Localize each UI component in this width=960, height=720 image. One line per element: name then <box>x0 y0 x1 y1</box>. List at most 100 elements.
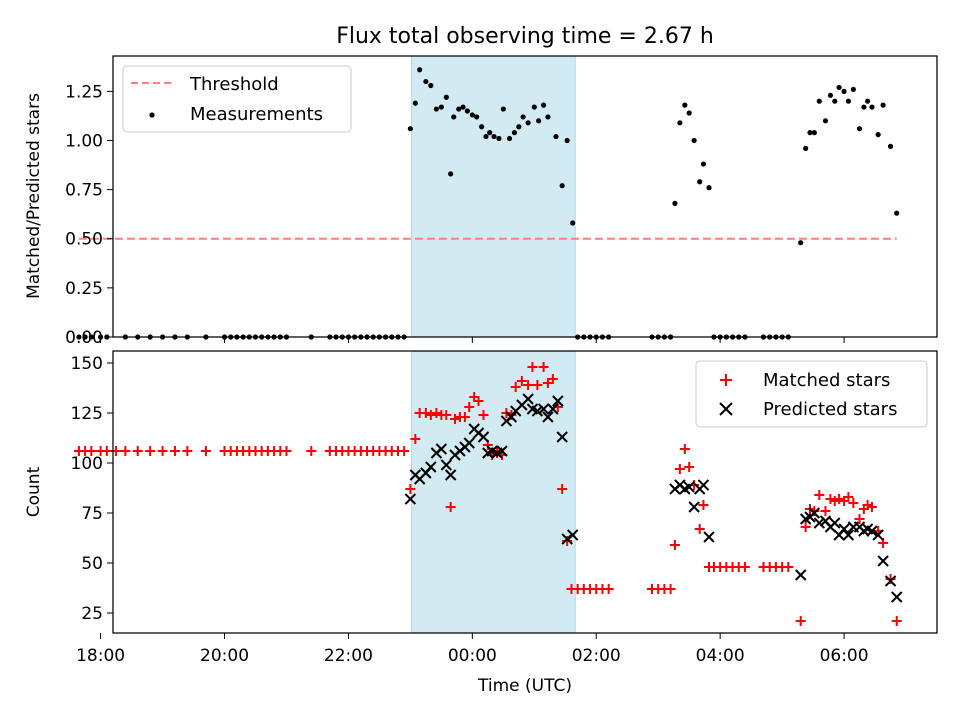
matched-stars-point <box>449 414 460 424</box>
matched-stars-point <box>431 408 442 418</box>
top-y-axis-label: Matched/Predicted stars <box>24 93 44 299</box>
matched-stars-point <box>464 402 475 412</box>
matched-stars-point <box>200 446 211 456</box>
measurements-point <box>894 210 900 216</box>
matched-stars-point <box>399 446 410 456</box>
predicted-stars-point <box>463 437 475 449</box>
predicted-stars-point <box>522 393 534 405</box>
y-tick-label: 0.50 <box>65 230 103 250</box>
matched-stars-point <box>86 446 97 456</box>
measurements-point <box>540 102 547 108</box>
matched-stars-point <box>441 410 452 420</box>
measurements-point <box>76 334 82 340</box>
measurements-point <box>672 200 678 206</box>
predicted-stars-point <box>537 403 550 415</box>
predicted-stars-point <box>404 493 417 505</box>
matched-stars-point <box>145 446 156 456</box>
measurements-point <box>811 130 817 136</box>
matched-stars-point <box>603 584 614 594</box>
predicted-stars-point <box>435 443 448 455</box>
measurements-point <box>875 132 881 138</box>
measurements-point <box>491 133 497 140</box>
predicted-stars-point <box>531 405 544 417</box>
legend-matched-label: Matched stars <box>763 370 890 391</box>
predicted-stars-point <box>697 479 710 491</box>
predicted-stars-point <box>496 445 508 457</box>
y-tick-label: 0.25 <box>65 279 103 299</box>
measurements-point <box>479 124 485 130</box>
predicted-stars-point <box>829 517 841 529</box>
measurements-point <box>686 110 692 116</box>
measurements-point <box>861 104 867 110</box>
predicted-stars-point <box>552 395 564 407</box>
measurements-point <box>856 126 863 132</box>
matched-stars-point <box>281 446 292 456</box>
measurements-point <box>816 98 822 104</box>
matched-stars-point <box>854 514 865 524</box>
matched-stars-point <box>547 374 558 384</box>
measurements-point <box>706 185 712 191</box>
matched-stars-point <box>694 524 705 534</box>
legend-measurements-label: Measurements <box>190 104 323 125</box>
matched-stars-point <box>405 484 416 494</box>
y-tick-label: 25 <box>81 604 103 624</box>
measurements-point <box>487 130 493 136</box>
matched-stars-point <box>527 362 538 372</box>
matched-stars-point <box>473 396 484 406</box>
matched-stars-point <box>862 500 873 510</box>
matched-stars-point <box>410 434 421 444</box>
measurements-point <box>464 108 470 114</box>
y-tick-label: 0.00 <box>65 328 103 348</box>
measurements-point <box>451 114 457 120</box>
matched-stars-point <box>829 496 840 506</box>
matched-stars-point <box>820 506 831 516</box>
measurements-point <box>682 102 688 108</box>
predicted-stars-point <box>866 525 878 537</box>
predicted-stars-point <box>877 555 889 567</box>
x-tick-label: 22:00 <box>324 646 373 666</box>
matched-stars-point <box>516 376 527 386</box>
measurements-point <box>798 240 804 246</box>
predicted-stars-point <box>561 533 573 545</box>
top-legend: Threshold Measurements <box>122 65 352 133</box>
matched-stars-point <box>420 408 431 418</box>
matched-stars-point <box>825 494 836 504</box>
predicted-stars-point <box>813 517 825 529</box>
matched-stars-point <box>739 562 750 572</box>
matched-stars-point <box>425 410 436 420</box>
observing-interval-shade <box>411 350 576 634</box>
measurements-point <box>423 78 429 85</box>
predicted-stars-point <box>794 569 807 581</box>
measurements-point <box>88 334 94 340</box>
predicted-stars-point <box>808 507 821 519</box>
measurements-point <box>822 118 829 124</box>
predicted-stars-point <box>683 481 695 493</box>
predicted-stars-point <box>838 523 850 535</box>
matched-stars-point <box>459 412 470 422</box>
measurements-point <box>677 120 683 126</box>
measurements-point <box>880 102 886 108</box>
y-tick-label: 100 <box>71 454 103 474</box>
y-tick-label: 1.00 <box>65 131 103 151</box>
matched-stars-point <box>669 540 680 550</box>
measurements-point <box>474 114 480 120</box>
measurements-point <box>525 120 531 126</box>
measurements-point <box>469 112 475 118</box>
x-tick-label: 00:00 <box>448 646 497 666</box>
measurements-point <box>520 114 526 120</box>
matched-stars-point <box>538 362 549 372</box>
matched-stars-point <box>523 380 534 390</box>
top-panel: 0.00 0.25 0.50 0.75 1.00 1.25 Matched/Predict… <box>24 55 938 348</box>
y-tick-label: 150 <box>71 354 103 374</box>
measurements-point <box>531 104 537 110</box>
matched-stars-point <box>684 462 695 472</box>
bottom-y-axis-label: Count <box>24 466 44 517</box>
measurements-point <box>559 183 565 189</box>
predicted-stars-point <box>477 431 490 443</box>
x-tick-label: 18:00 <box>76 646 125 666</box>
predicted-stars-point <box>872 529 884 541</box>
measurements-point <box>691 137 697 144</box>
measurements-point <box>428 82 434 89</box>
y-tick-label: 75 <box>81 504 103 524</box>
legend-measurements-swatch <box>149 112 155 118</box>
